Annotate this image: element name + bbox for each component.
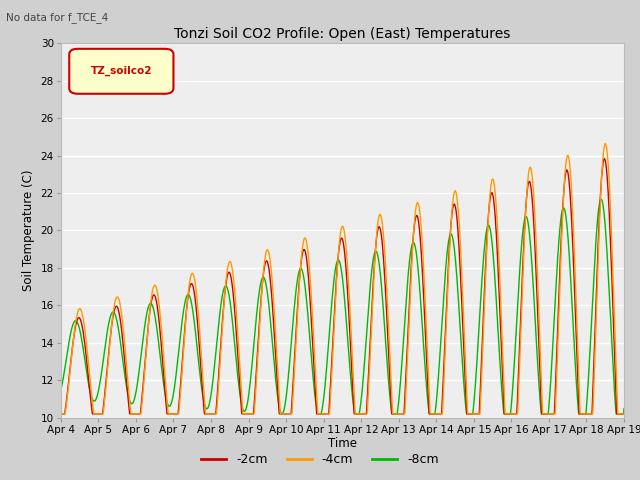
Legend: -2cm, -4cm, -8cm: -2cm, -4cm, -8cm (196, 448, 444, 471)
-4cm (506, 411, 514, 417)
-2cm (506, 411, 514, 417)
-8cm (371, 249, 379, 255)
Title: Tonzi Soil CO2 Profile: Open (East) Temperatures: Tonzi Soil CO2 Profile: Open (East) Temp… (174, 27, 511, 41)
-4cm (371, 257, 379, 263)
Line: -4cm: -4cm (61, 144, 624, 414)
-8cm (214, 329, 221, 335)
-8cm (597, 196, 605, 202)
-8cm (506, 411, 514, 417)
-2cm (586, 411, 594, 417)
-4cm (214, 393, 221, 399)
-8cm (57, 387, 65, 393)
-2cm (620, 411, 628, 417)
-2cm (359, 411, 367, 417)
-8cm (278, 411, 285, 417)
-8cm (359, 380, 367, 385)
Line: -8cm: -8cm (61, 199, 624, 414)
-2cm (600, 156, 608, 162)
-4cm (359, 411, 367, 417)
X-axis label: Time: Time (328, 437, 357, 450)
-2cm (570, 277, 578, 283)
Y-axis label: Soil Temperature (C): Soil Temperature (C) (22, 169, 35, 291)
FancyBboxPatch shape (69, 49, 173, 94)
-2cm (57, 411, 65, 417)
-4cm (586, 411, 594, 417)
-4cm (620, 411, 628, 417)
-2cm (214, 384, 221, 390)
-4cm (570, 244, 578, 250)
Text: TZ_soilco2: TZ_soilco2 (91, 66, 152, 76)
Text: No data for f_TCE_4: No data for f_TCE_4 (6, 12, 109, 23)
-8cm (571, 346, 579, 352)
-8cm (620, 406, 628, 411)
-8cm (586, 346, 594, 351)
-4cm (57, 411, 65, 417)
Line: -2cm: -2cm (61, 159, 624, 414)
-2cm (371, 254, 379, 260)
-4cm (602, 141, 609, 146)
